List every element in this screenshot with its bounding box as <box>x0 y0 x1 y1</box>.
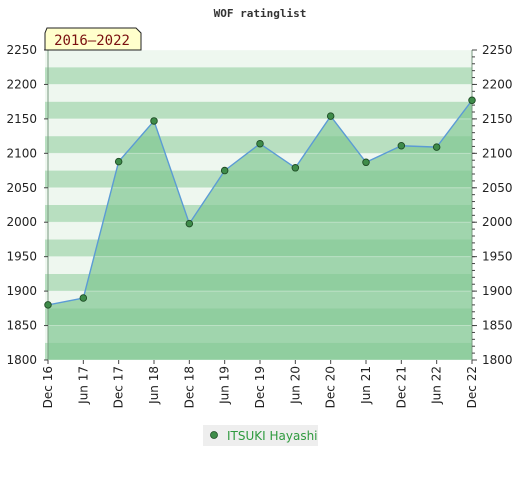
x-tick-label: Dec 16 <box>41 366 55 408</box>
y-axis-left-labels: 1800 1850 1900 1950 2000 2050 2100 2150 2200 2250 <box>6 43 37 367</box>
data-point <box>150 117 158 125</box>
legend[interactable]: ITSUKI Hayashi <box>203 425 318 446</box>
plot-band <box>45 67 472 85</box>
data-point <box>114 157 123 166</box>
x-tick-label: Jun 17 <box>76 366 90 405</box>
y-tick-label-right: 1850 <box>482 319 513 333</box>
y-tick-label-left: 2000 <box>6 215 37 229</box>
y-tick-label-left: 2150 <box>6 112 37 126</box>
y-tick-label-left: 1850 <box>6 319 37 333</box>
x-tick-label: Jun 18 <box>147 366 161 405</box>
y-tick-label-left: 1950 <box>6 250 37 264</box>
data-point <box>326 112 335 120</box>
data-point <box>79 294 88 302</box>
x-tick-label: Dec 19 <box>253 366 267 408</box>
data-point <box>468 96 476 105</box>
y-tick-label-left: 2050 <box>6 181 37 195</box>
legend-box <box>203 425 318 446</box>
x-tick-label: Jun 20 <box>288 366 302 405</box>
y-tick-label-right: 2200 <box>482 77 513 91</box>
y-tick-label-right: 1950 <box>482 250 513 264</box>
y-tick-label-right: 2050 <box>482 181 513 195</box>
data-point <box>397 142 406 150</box>
period-badge-label: 2016–2022 <box>54 33 130 49</box>
x-tick-label: Jun 22 <box>430 366 444 405</box>
x-tick-label: Jun 21 <box>359 366 373 405</box>
period-badge-box <box>44 27 142 51</box>
x-tick-label: Dec 20 <box>324 366 338 408</box>
data-point <box>185 219 194 228</box>
y-tick-label-right: 1800 <box>482 353 513 367</box>
y-tick-label-left: 2200 <box>6 77 37 91</box>
y-axis-right-labels: 1800 1850 1900 1950 2000 2050 2100 2150 2200 2250 <box>482 43 513 367</box>
y-tick-label-right: 1900 <box>482 284 513 298</box>
y-tick-label-left: 1800 <box>6 353 37 367</box>
y-tick-label-right: 2150 <box>482 112 513 126</box>
data-point <box>362 158 370 167</box>
data-point <box>44 301 52 309</box>
x-tick-label: Dec 21 <box>394 366 408 408</box>
data-point <box>256 139 264 148</box>
data-point <box>432 143 441 151</box>
y-tick-label-right: 2250 <box>482 43 513 57</box>
x-tick-label: Dec 22 <box>465 366 479 408</box>
period-badge: 2016–2022 <box>44 27 142 51</box>
y-tick-label-right: 2000 <box>482 215 513 229</box>
legend-label: ITSUKI Hayashi <box>227 429 318 443</box>
x-tick-label: Jun 19 <box>218 366 232 405</box>
y-tick-label-left: 2100 <box>6 146 37 160</box>
plot-band <box>45 118 472 137</box>
series-points <box>44 96 476 309</box>
plot-band <box>45 50 472 68</box>
y-tick-label-left: 2250 <box>6 43 37 57</box>
plot-band <box>45 84 472 102</box>
data-point <box>291 164 300 172</box>
plot-band <box>45 101 472 119</box>
x-axis-labels: Dec 16 Jun 17 Dec 17 Jun 18 Dec 18 Jun 19 Dec … <box>41 366 479 408</box>
y-tick-label-right: 2100 <box>482 146 513 160</box>
x-tick-label: Dec 18 <box>182 366 196 408</box>
data-point <box>220 166 229 175</box>
y-tick-label-left: 1900 <box>6 284 37 298</box>
x-tick-label: Dec 17 <box>112 366 126 408</box>
legend-marker <box>210 431 218 439</box>
chart-title: WOF ratinglist <box>214 7 307 20</box>
